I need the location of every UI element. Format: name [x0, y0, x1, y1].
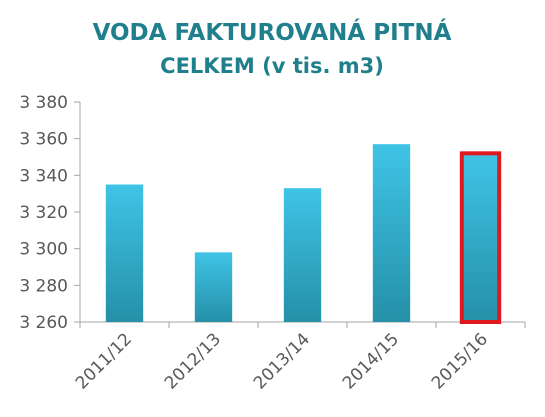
bar-highlighted: [459, 151, 502, 324]
chart-title-line-1: VODA FAKTUROVANÁ PITNÁ: [93, 18, 452, 46]
y-tick-label: 3 380: [19, 93, 68, 113]
bar: [105, 184, 144, 322]
y-tick-label: 3 260: [19, 313, 68, 333]
y-tick-label: 3 360: [19, 130, 68, 150]
x-category-label: 2011/12: [72, 329, 136, 393]
bar: [194, 252, 233, 322]
y-tick-label: 3 320: [19, 203, 68, 223]
y-tick-label: 3 300: [19, 240, 68, 260]
x-category-label: 2014/15: [339, 329, 403, 393]
x-category-label: 2013/14: [250, 329, 314, 393]
y-tick-label: 3 340: [19, 166, 68, 186]
bar: [283, 188, 322, 322]
chart-title-line-2: CELKEM (v tis. m3): [160, 54, 384, 78]
x-category-label: 2015/16: [428, 329, 492, 393]
y-tick-label: 3 280: [19, 276, 68, 296]
bar: [372, 144, 411, 322]
x-category-label: 2012/13: [161, 329, 225, 393]
plot-area: 3 260 3 280 3 300 3 320 3 340 3 360 3 380 2011/…: [19, 93, 526, 393]
